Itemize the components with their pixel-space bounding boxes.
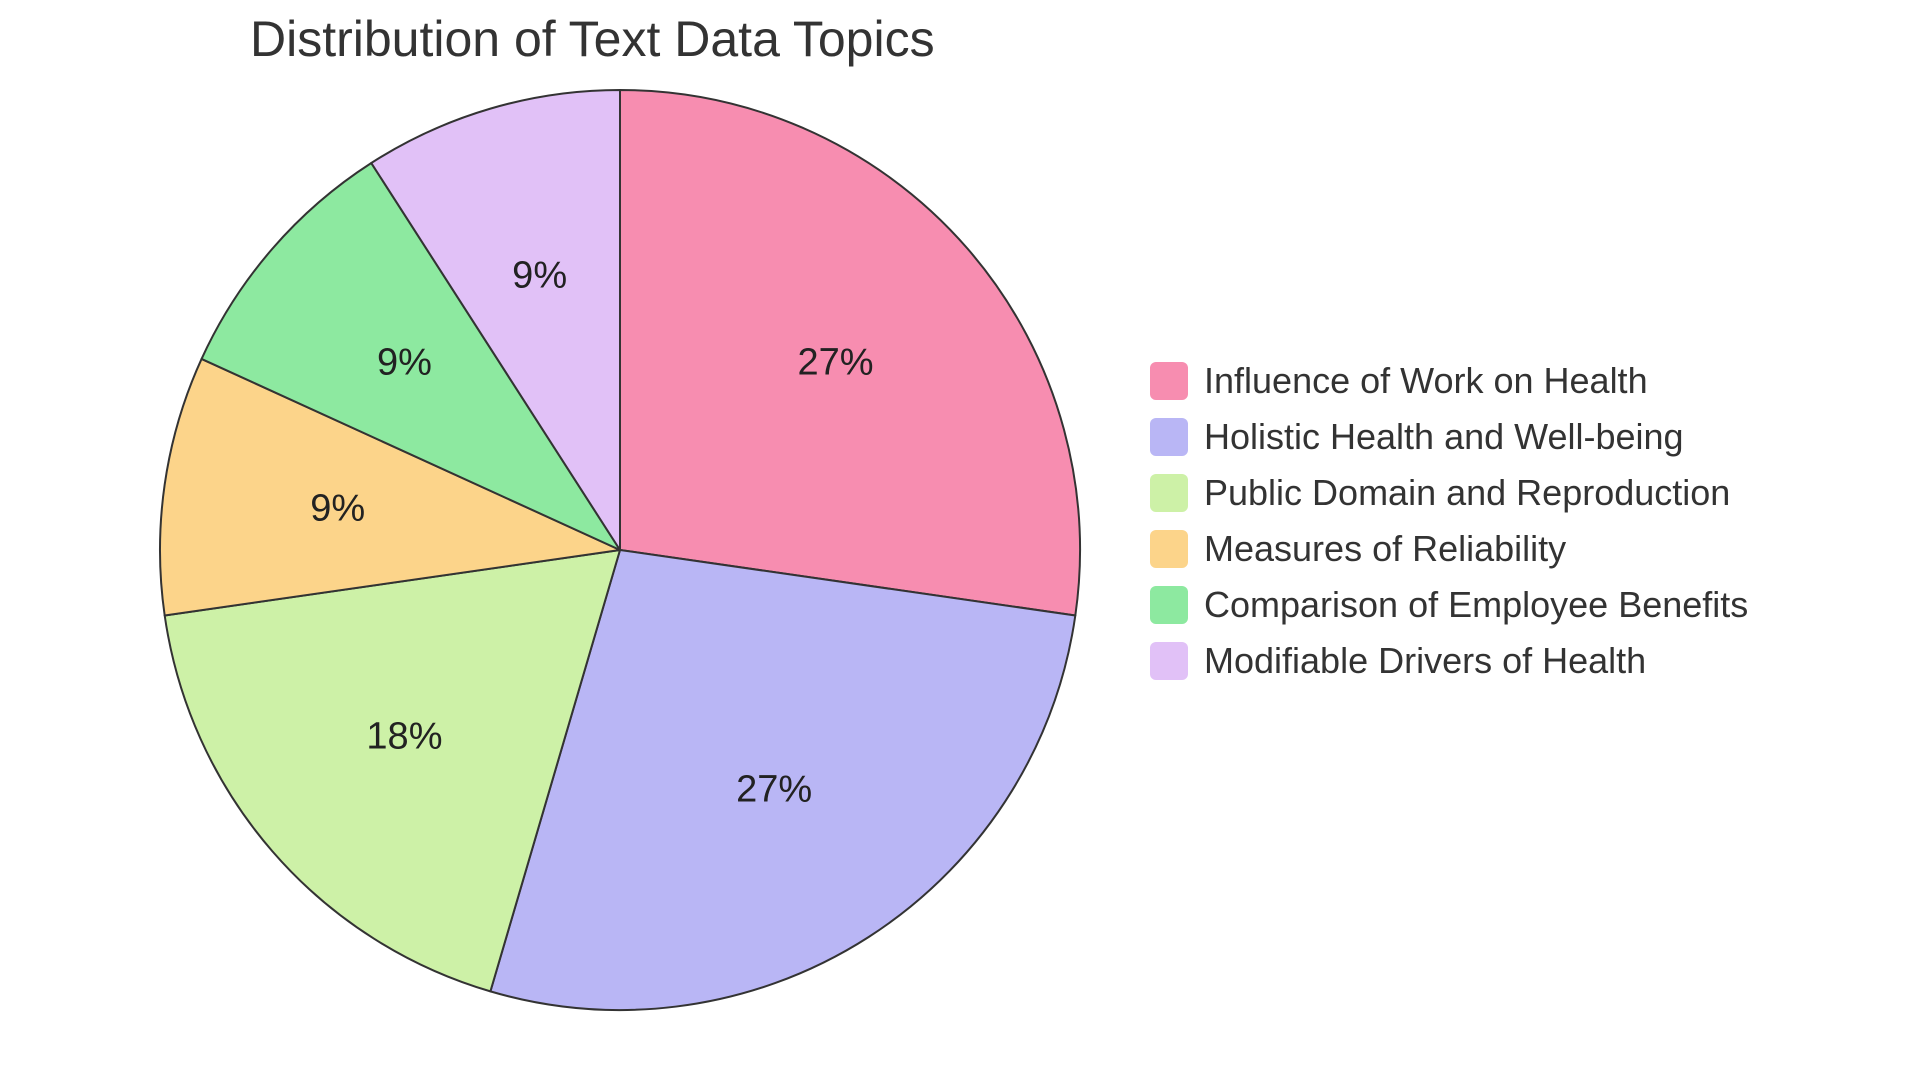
- slice-label: 9%: [377, 342, 432, 385]
- legend-item: Public Domain and Reproduction: [1150, 472, 1748, 514]
- legend-item: Comparison of Employee Benefits: [1150, 584, 1748, 626]
- legend-item: Measures of Reliability: [1150, 528, 1748, 570]
- legend-item: Holistic Health and Well-being: [1150, 416, 1748, 458]
- slice-label: 9%: [310, 488, 365, 531]
- legend-swatch: [1150, 418, 1188, 456]
- chart-container: Distribution of Text Data Topics 27%27%1…: [0, 0, 1920, 1080]
- slice-label: 18%: [366, 715, 442, 758]
- legend-swatch: [1150, 642, 1188, 680]
- legend: Influence of Work on Health Holistic Heal…: [1150, 360, 1748, 682]
- legend-swatch: [1150, 362, 1188, 400]
- legend-label: Measures of Reliability: [1204, 528, 1566, 570]
- legend-item: Modifiable Drivers of Health: [1150, 640, 1748, 682]
- legend-swatch: [1150, 474, 1188, 512]
- legend-label: Holistic Health and Well-being: [1204, 416, 1684, 458]
- legend-label: Public Domain and Reproduction: [1204, 472, 1730, 514]
- slice-label: 27%: [798, 342, 874, 385]
- legend-label: Modifiable Drivers of Health: [1204, 640, 1646, 682]
- legend-item: Influence of Work on Health: [1150, 360, 1748, 402]
- legend-label: Influence of Work on Health: [1204, 360, 1648, 402]
- legend-label: Comparison of Employee Benefits: [1204, 584, 1748, 626]
- legend-swatch: [1150, 530, 1188, 568]
- slice-label: 9%: [512, 255, 567, 298]
- legend-swatch: [1150, 586, 1188, 624]
- slice-label: 27%: [736, 768, 812, 811]
